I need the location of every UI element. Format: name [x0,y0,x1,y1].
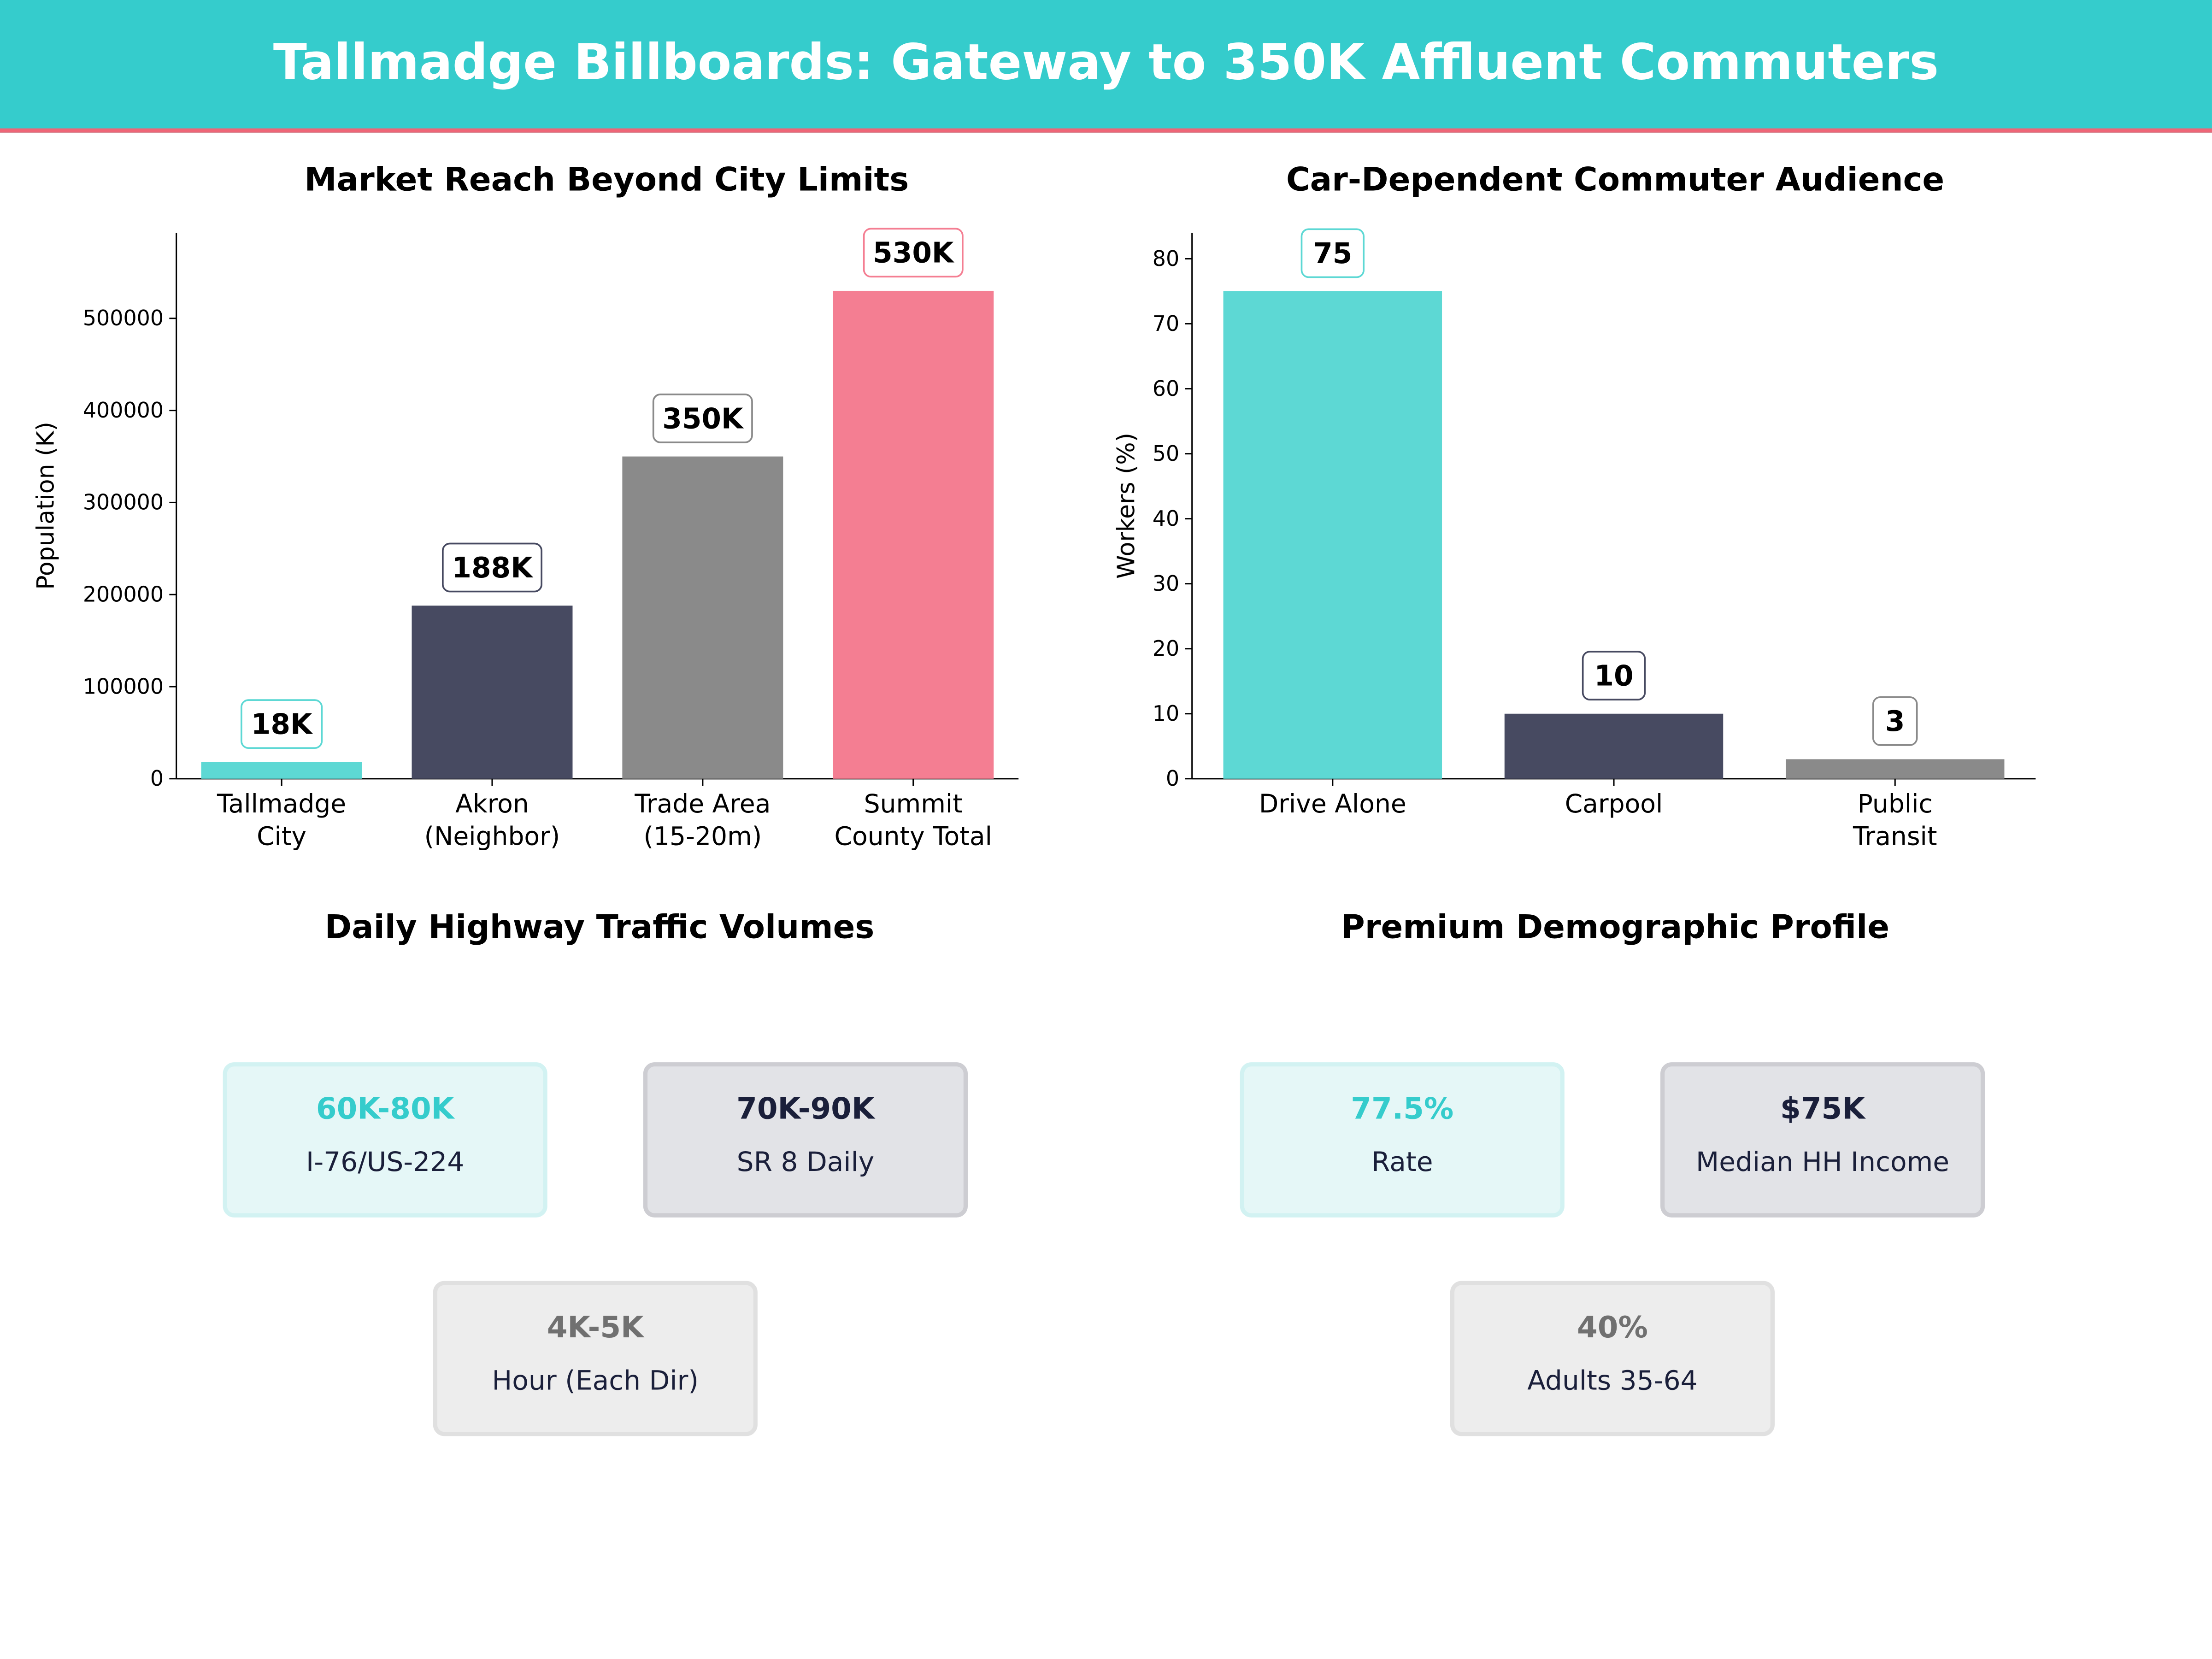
y-tick-label: 70 [1153,311,1179,336]
demo-card-rate: 77.5% Rate [1240,1062,1565,1218]
y-tick-label: 0 [150,766,164,791]
chart-title-market-reach: Market Reach Beyond City Limits [304,162,909,199]
card-value: 4K-5K [547,1310,644,1345]
x-tick-label: Tallmadge [217,789,346,818]
y-tick-label: 50 [1153,441,1179,466]
traffic-title: Daily Highway Traffic Volumes [324,910,875,947]
data-label: 10 [1594,660,1633,693]
y-tick-label: 20 [1153,636,1179,661]
traffic-card-hourly: 4K-5K Hour (Each Dir) [433,1281,758,1436]
data-label: 188K [452,552,534,584]
bar [833,290,994,779]
bar [1785,759,2005,779]
card-value: $75K [1780,1092,1865,1126]
x-tick-label: Drive Alone [1259,789,1406,818]
demo-card-adults: 40% Adults 35-64 [1450,1281,1775,1436]
bar [622,456,783,779]
x-tick-label: Carpool [1565,789,1663,818]
x-tick-label: Trade Area [634,789,771,818]
traffic-card-sr8: 70K-90K SR 8 Daily [643,1062,968,1218]
card-value: 60K-80K [316,1092,454,1126]
page-title: Tallmadge Billboards: Gateway to 350K Af… [273,35,1939,92]
y-tick-label: 0 [1166,766,1179,791]
card-label: Hour (Each Dir) [492,1365,699,1397]
x-tick-label: Public [1858,789,1933,818]
x-tick-label: County Total [835,822,992,851]
bar [1223,291,1442,779]
x-tick-label: Transit [1853,822,1937,851]
data-label-box [441,542,542,593]
x-tick-label: Summit [864,789,963,818]
card-label: SR 8 Daily [736,1147,875,1178]
data-label-box [863,228,964,278]
y-axis-label: Workers (%) [1112,433,1140,579]
traffic-card-i76: 60K-80K I-76/US-224 [223,1062,547,1218]
data-label-box [1582,651,1646,700]
card-label: Median HH Income [1696,1147,1950,1178]
data-label-box [241,699,323,749]
y-tick-label: 400000 [83,398,164,423]
data-label-box [1872,696,1918,746]
y-tick-label: 500000 [83,306,164,330]
header-banner: Tallmadge Billboards: Gateway to 350K Af… [0,0,2212,133]
data-label: 3 [1885,705,1905,738]
y-tick-label: 40 [1153,506,1179,531]
data-label: 18K [251,708,313,741]
data-label-box [652,394,753,443]
y-tick-label: 10 [1153,701,1179,726]
card-label: I-76/US-224 [306,1147,465,1178]
bar [412,606,573,779]
data-label: 350K [662,402,744,435]
data-label: 75 [1313,237,1352,270]
x-tick-label: Akron [455,789,529,818]
y-tick-label: 60 [1153,376,1179,401]
data-label-box [1300,228,1365,278]
y-tick-label: 80 [1153,246,1179,271]
bar [201,762,362,779]
y-tick-label: 100000 [83,674,164,699]
demo-card-income: $75K Median HH Income [1660,1062,1985,1218]
y-tick-label: 300000 [83,490,164,515]
card-label: Rate [1371,1147,1433,1178]
data-label: 530K [873,237,955,270]
y-tick-label: 200000 [83,582,164,607]
x-tick-label: (15-20m) [643,822,762,851]
card-value: 77.5% [1351,1092,1454,1126]
card-value: 40% [1577,1310,1648,1345]
x-tick-label: City [257,822,306,851]
demographics-title: Premium Demographic Profile [1341,910,1889,947]
x-tick-label: (Neighbor) [424,822,560,851]
y-tick-label: 30 [1153,571,1179,596]
y-axis-label: Population (K) [32,422,59,590]
card-value: 70K-90K [736,1092,875,1126]
card-label: Adults 35-64 [1527,1365,1698,1397]
chart-title-commuter: Car-Dependent Commuter Audience [1286,162,1945,199]
bar [1504,713,1724,779]
